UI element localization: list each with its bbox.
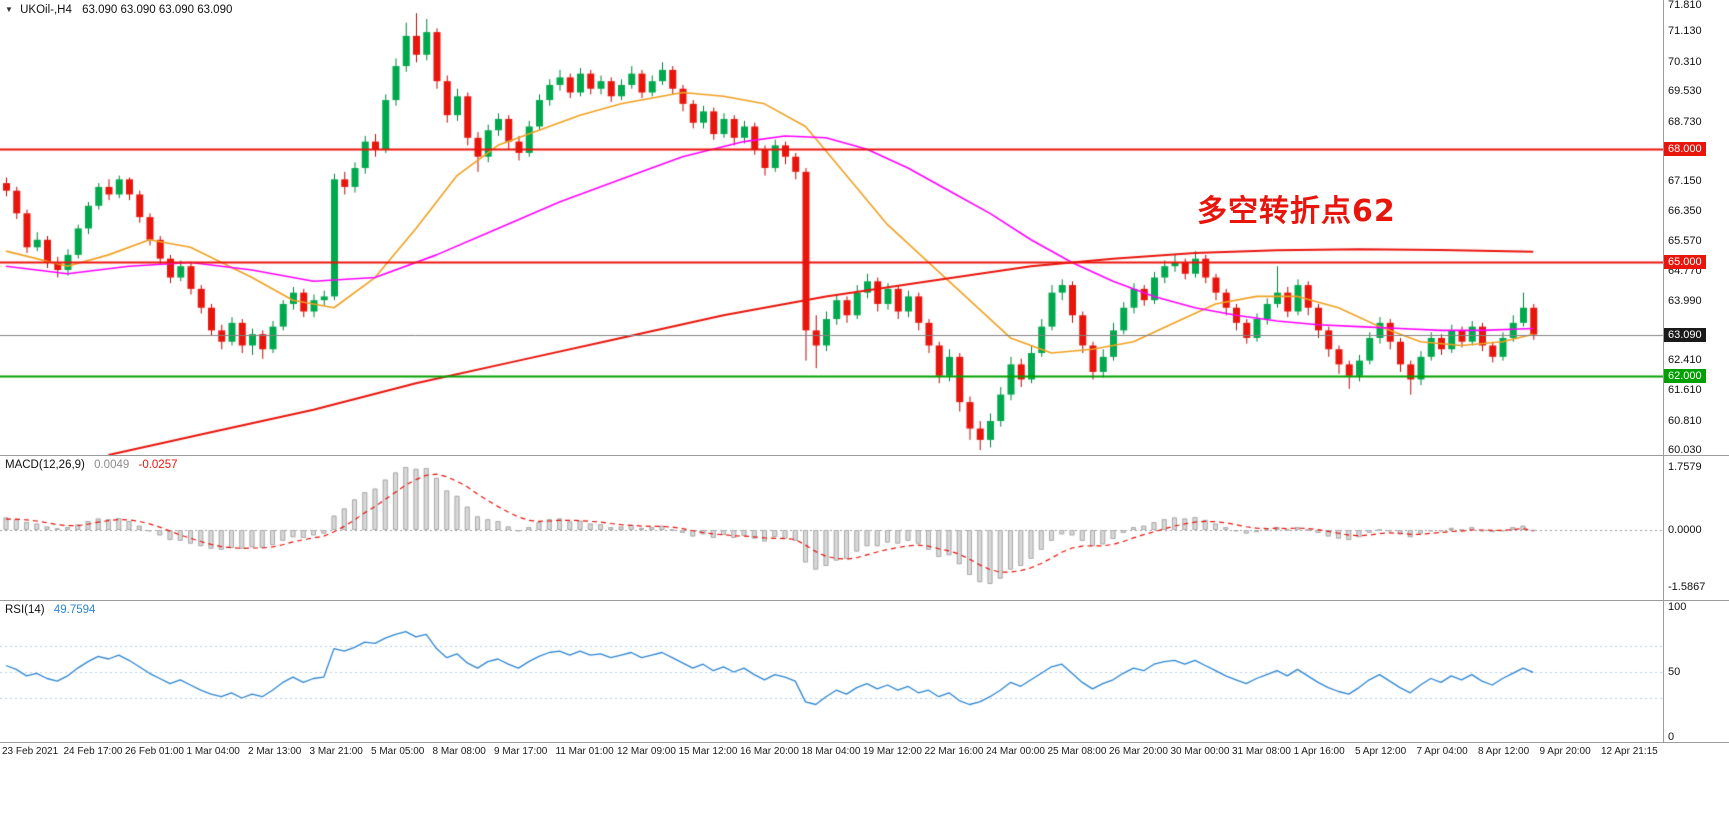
price-badge[interactable]: 68.000: [1664, 142, 1706, 157]
price-axis-tick: 62.410: [1668, 354, 1702, 367]
price-axis-tick: 70.310: [1668, 55, 1702, 68]
macd-axis-tick: -1.5867: [1668, 581, 1706, 594]
price-axis-tick: 68.730: [1668, 115, 1702, 128]
time-axis-label: 1 Apr 16:00: [1293, 746, 1345, 757]
price-axis-tick: 71.810: [1668, 0, 1702, 12]
macd-name: MACD(12,26,9): [5, 459, 85, 471]
rsi-axis-tick: 0: [1668, 731, 1675, 743]
symbol-period: UKOil-,H4: [20, 4, 72, 16]
price-axis-tick: 63.990: [1668, 294, 1702, 307]
panel-divider-macd[interactable]: [0, 455, 1729, 456]
time-axis-divider: [0, 742, 1729, 743]
rsi-name: RSI(14): [5, 604, 45, 616]
rsi-axis-tick: 50: [1668, 666, 1681, 678]
price-axis-tick: 69.530: [1668, 85, 1702, 98]
macd-value-signal: -0.0257: [138, 459, 178, 471]
time-axis-label: 11 Mar 01:00: [555, 746, 614, 757]
trend-annotation[interactable]: 多空转折点62: [1197, 194, 1396, 229]
chart-title: ▼ UKOil-,H4 63.090 63.090 63.090 63.090: [5, 4, 232, 16]
macd-label: MACD(12,26,9) 0.0049 -0.0257: [5, 459, 178, 471]
time-axis-label: 3 Mar 21:00: [309, 746, 363, 757]
price-chart-canvas[interactable]: [0, 0, 1663, 770]
price-badge: 63.090: [1664, 327, 1706, 342]
time-axis-label: 24 Mar 00:00: [986, 746, 1045, 757]
price-axis-tick: 71.130: [1668, 24, 1702, 37]
price-axis-tick: 67.150: [1668, 175, 1702, 188]
macd-axis-tick: 1.7579: [1668, 460, 1702, 473]
price-axis-tick: 60.810: [1668, 414, 1702, 427]
time-axis-label: 19 Mar 12:00: [863, 746, 922, 757]
time-axis-label: 16 Mar 20:00: [740, 746, 799, 757]
time-axis-label: 12 Mar 09:00: [617, 746, 676, 757]
rsi-axis-tick: 100: [1668, 601, 1687, 613]
time-axis-label: 30 Mar 00:00: [1170, 746, 1230, 757]
price-axis-tick: 60.030: [1668, 444, 1702, 457]
time-axis-label: 22 Mar 16:00: [924, 746, 984, 757]
price-badge[interactable]: 62.000: [1664, 368, 1706, 383]
time-axis-label: 12 Apr 21:15: [1601, 746, 1658, 757]
panel-divider-rsi[interactable]: [0, 600, 1729, 601]
time-axis-label: 24 Feb 17:00: [63, 746, 123, 757]
time-axis-label: 9 Apr 20:00: [1539, 746, 1591, 757]
time-axis-label: 26 Feb 01:00: [125, 746, 184, 757]
macd-axis-tick: 0.0000: [1668, 524, 1702, 536]
time-axis-label: 15 Mar 12:00: [678, 746, 738, 757]
time-axis-label: 9 Mar 17:00: [494, 746, 548, 757]
time-axis-label: 26 Mar 20:00: [1109, 746, 1168, 757]
macd-value-main: 0.0049: [94, 459, 130, 471]
time-axis-label: 8 Apr 12:00: [1478, 746, 1530, 757]
price-axis-tick: 61.610: [1668, 384, 1702, 397]
time-axis-label: 23 Feb 2021: [2, 746, 59, 757]
price-axis-tick: 66.350: [1668, 205, 1702, 218]
time-axis-label: 7 Apr 04:00: [1416, 746, 1468, 757]
time-axis-label: 25 Mar 08:00: [1047, 746, 1107, 757]
rsi-value: 49.7594: [53, 604, 96, 616]
time-axis-label: 1 Mar 04:00: [186, 746, 240, 757]
time-axis-label: 8 Mar 08:00: [432, 746, 486, 757]
rsi-label: RSI(14) 49.7594: [5, 604, 95, 616]
axis-separator: [1663, 0, 1664, 742]
price-badge[interactable]: 65.000: [1664, 255, 1706, 270]
chart-menu-icon[interactable]: ▼: [5, 5, 13, 14]
time-axis-label: 5 Apr 12:00: [1355, 746, 1407, 757]
time-axis-label: 18 Mar 04:00: [801, 746, 861, 757]
time-axis-label: 5 Mar 05:00: [371, 746, 425, 757]
time-axis-label: 2 Mar 13:00: [248, 746, 302, 757]
ohlc-values: 63.090 63.090 63.090 63.090: [82, 4, 233, 16]
price-axis-tick: 65.570: [1668, 234, 1702, 247]
time-axis-label: 31 Mar 08:00: [1232, 746, 1291, 757]
